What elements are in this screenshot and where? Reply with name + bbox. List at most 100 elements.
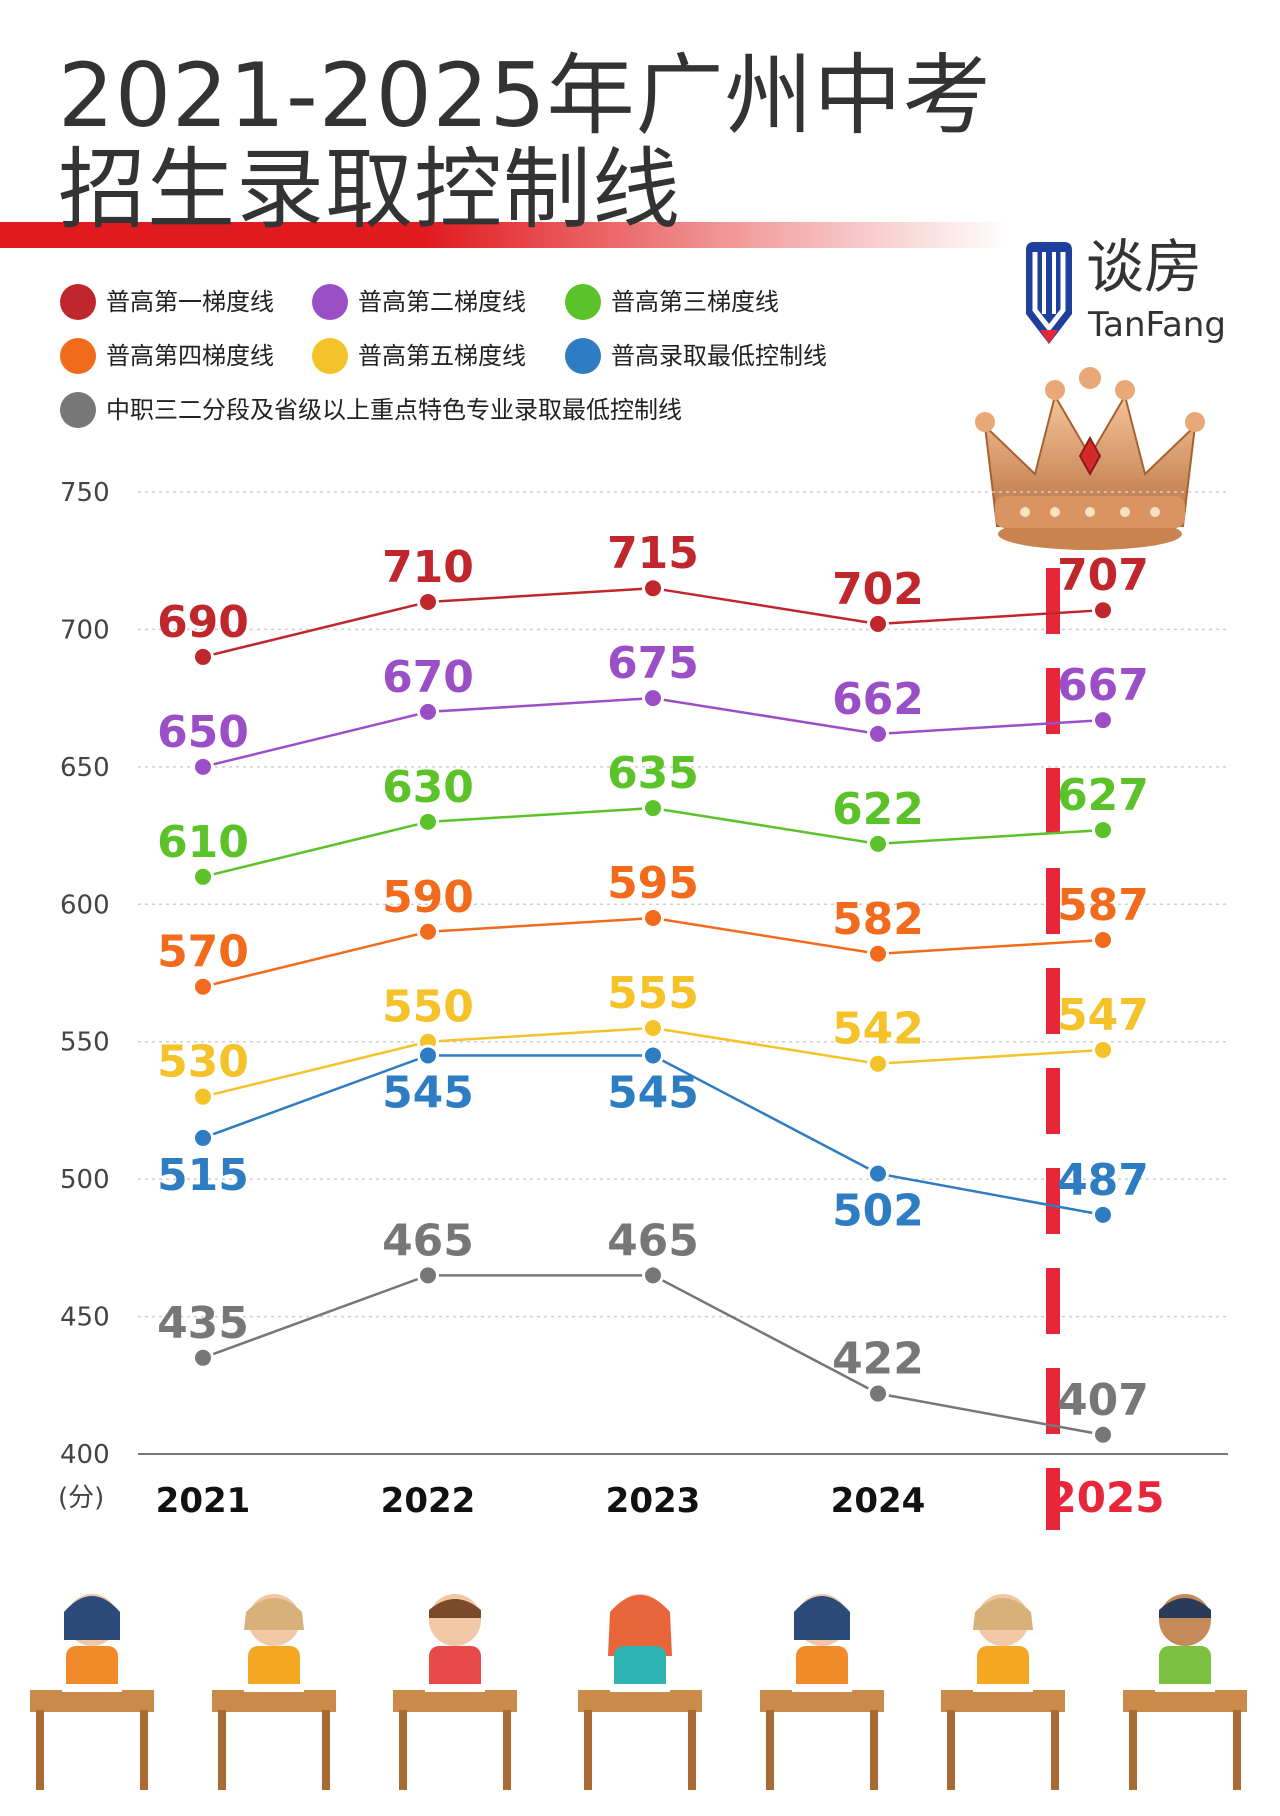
data-label: 487 bbox=[1057, 1155, 1149, 1206]
data-label: 435 bbox=[157, 1298, 249, 1349]
data-point bbox=[867, 832, 889, 855]
y-tick-label: 400 bbox=[60, 1440, 110, 1470]
data-point bbox=[642, 577, 664, 600]
data-point bbox=[1092, 929, 1114, 952]
legend-item-tier4: 普高第四梯度线 bbox=[60, 336, 274, 376]
legend-item-tier2: 普高第二梯度线 bbox=[312, 282, 526, 322]
y-tick-label: 600 bbox=[60, 890, 110, 920]
data-point bbox=[642, 1016, 664, 1039]
data-point bbox=[867, 1162, 889, 1185]
data-label: 545 bbox=[382, 1067, 474, 1118]
legend-item-min-control: 普高录取最低控制线 bbox=[565, 336, 827, 376]
data-point bbox=[192, 865, 214, 888]
legend-dot-tier1 bbox=[60, 284, 96, 320]
legend-label-tier5: 普高第五梯度线 bbox=[358, 342, 526, 370]
data-point bbox=[867, 612, 889, 635]
legend-label-tier1: 普高第一梯度线 bbox=[106, 288, 274, 316]
data-point bbox=[192, 1126, 214, 1149]
y-tick-label: 550 bbox=[60, 1028, 110, 1058]
data-label: 502 bbox=[832, 1186, 924, 1237]
data-point bbox=[867, 722, 889, 745]
data-label: 590 bbox=[382, 872, 474, 923]
data-point bbox=[1092, 1038, 1114, 1061]
data-label: 650 bbox=[157, 707, 249, 758]
x-tick-label: 2022 bbox=[381, 1481, 476, 1521]
data-label: 662 bbox=[832, 674, 924, 725]
data-point bbox=[1092, 1423, 1114, 1446]
data-point bbox=[642, 687, 664, 710]
data-label: 555 bbox=[607, 968, 699, 1019]
data-label: 530 bbox=[157, 1037, 249, 1088]
data-label: 407 bbox=[1057, 1375, 1149, 1426]
x-tick-label: 2023 bbox=[606, 1481, 701, 1521]
legend-label-tier4: 普高第四梯度线 bbox=[106, 342, 274, 370]
legend-dot-min-control bbox=[565, 338, 601, 374]
brand-name-cn: 谈房 bbox=[1086, 233, 1203, 301]
legend-dot-tier2 bbox=[312, 284, 348, 320]
y-tick-label: 700 bbox=[60, 615, 110, 645]
data-label: 550 bbox=[382, 982, 474, 1033]
data-point bbox=[417, 1044, 439, 1067]
data-point bbox=[417, 810, 439, 833]
data-label: 542 bbox=[832, 1004, 924, 1055]
data-label: 627 bbox=[1057, 770, 1149, 821]
x-tick-label: 2024 bbox=[831, 1481, 926, 1521]
data-label: 465 bbox=[382, 1215, 474, 1266]
y-tick-label: 500 bbox=[60, 1165, 110, 1195]
legend-label-min-control: 普高录取最低控制线 bbox=[611, 342, 827, 370]
data-point bbox=[417, 1264, 439, 1287]
data-label: 630 bbox=[382, 762, 474, 813]
data-point bbox=[192, 975, 214, 998]
legend-item-tier1: 普高第一梯度线 bbox=[60, 282, 274, 322]
data-point bbox=[1092, 709, 1114, 732]
data-point bbox=[642, 1264, 664, 1287]
data-point bbox=[192, 755, 214, 778]
data-label: 710 bbox=[382, 542, 474, 593]
data-label: 465 bbox=[607, 1215, 699, 1266]
legend-dot-vocational bbox=[60, 392, 96, 428]
data-label: 702 bbox=[832, 564, 924, 615]
data-point bbox=[192, 1346, 214, 1369]
y-tick-label: 450 bbox=[60, 1303, 110, 1333]
data-label: 670 bbox=[382, 652, 474, 703]
data-label: 610 bbox=[157, 817, 249, 868]
data-label: 570 bbox=[157, 927, 249, 978]
y-unit-label: (分) bbox=[58, 1483, 104, 1513]
data-label: 587 bbox=[1057, 880, 1149, 931]
data-point bbox=[417, 700, 439, 723]
data-label: 690 bbox=[157, 597, 249, 648]
data-point bbox=[417, 590, 439, 613]
students-illustration bbox=[30, 1594, 1247, 1790]
data-label: 675 bbox=[607, 638, 699, 689]
data-point bbox=[192, 1085, 214, 1108]
data-point bbox=[867, 1052, 889, 1075]
data-label: 667 bbox=[1057, 660, 1149, 711]
data-label: 547 bbox=[1057, 990, 1149, 1041]
data-label: 622 bbox=[832, 784, 924, 835]
page-title-line1: 2021-2025年广州中考 bbox=[58, 44, 992, 147]
data-label: 707 bbox=[1057, 550, 1149, 601]
data-label: 515 bbox=[157, 1150, 249, 1201]
pencil-logo-icon bbox=[1026, 242, 1072, 344]
brand-name-en: TanFang bbox=[1088, 305, 1226, 345]
brand-logo: 谈房 TanFang bbox=[1020, 236, 1234, 348]
legend-item-vocational: 中职三二分段及省级以上重点特色专业录取最低控制线 bbox=[60, 390, 682, 430]
y-tick-label: 750 bbox=[60, 478, 110, 508]
title-underline-bar bbox=[0, 222, 1010, 248]
data-label: 582 bbox=[832, 894, 924, 945]
data-point bbox=[867, 942, 889, 965]
page-title-line2: 招生录取控制线 bbox=[58, 138, 682, 241]
data-point bbox=[1092, 819, 1114, 842]
legend-label-tier2: 普高第二梯度线 bbox=[358, 288, 526, 316]
crown-icon bbox=[975, 367, 1205, 550]
y-tick-label: 650 bbox=[60, 753, 110, 783]
data-point bbox=[1092, 1203, 1114, 1226]
data-label: 635 bbox=[607, 748, 699, 799]
data-label: 715 bbox=[607, 528, 699, 579]
data-point bbox=[1092, 599, 1114, 622]
x-tick-label: 2021 bbox=[156, 1481, 251, 1521]
legend-label-vocational: 中职三二分段及省级以上重点特色专业录取最低控制线 bbox=[106, 396, 682, 424]
data-label: 595 bbox=[607, 858, 699, 909]
legend-dot-tier5 bbox=[312, 338, 348, 374]
